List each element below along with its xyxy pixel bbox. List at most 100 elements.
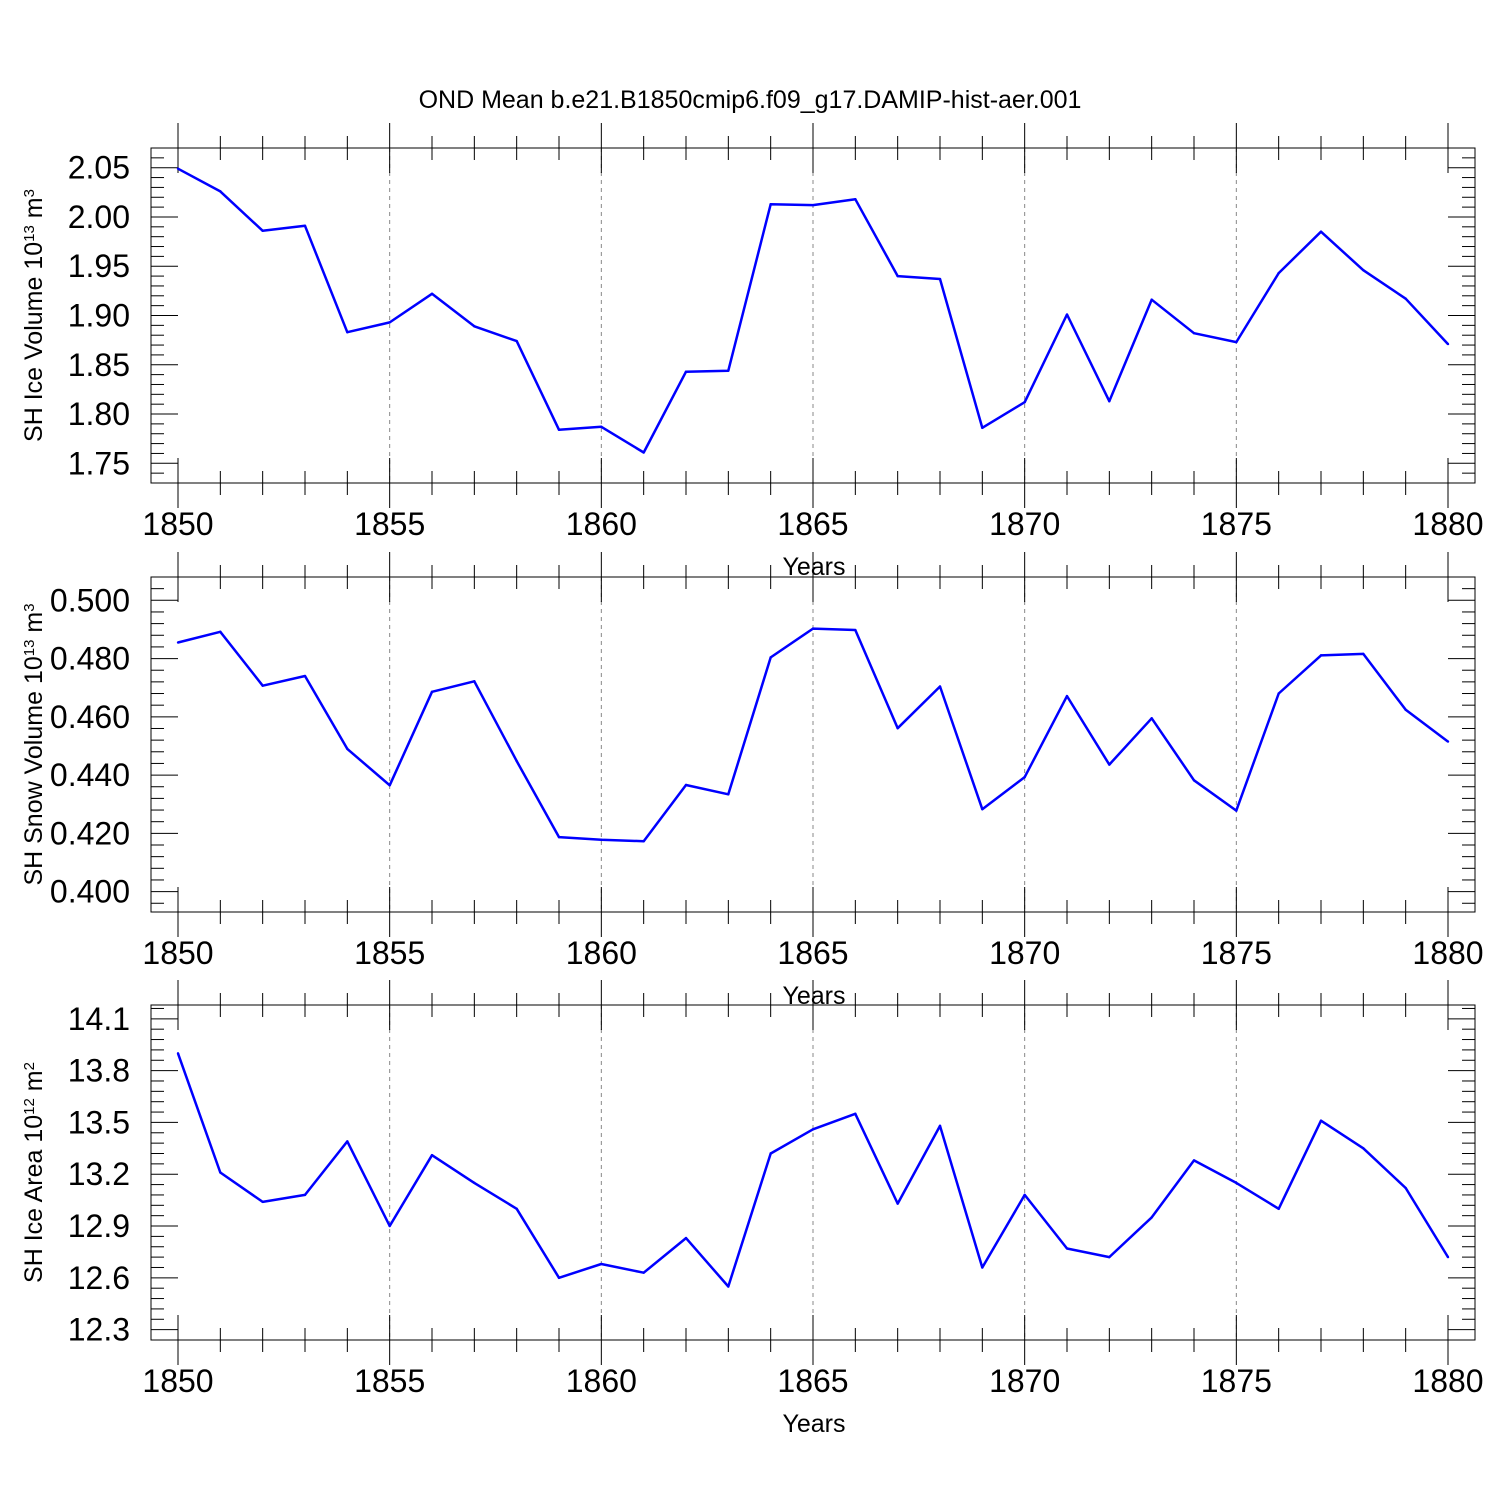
data-point xyxy=(557,835,561,839)
data-point xyxy=(1235,1181,1238,1185)
data-point xyxy=(219,1171,222,1174)
data-point xyxy=(1150,717,1153,720)
data-point xyxy=(1235,340,1238,344)
data-point xyxy=(515,339,518,343)
x-tick-label: 1850 xyxy=(142,506,213,542)
data-point xyxy=(938,685,942,688)
x-tick-label: 1855 xyxy=(354,1363,425,1399)
y-axis-title-unit: m xyxy=(20,1070,48,1098)
data-point xyxy=(938,277,942,281)
x-tick-label: 1860 xyxy=(566,506,637,542)
data-point xyxy=(346,1140,349,1143)
data-point xyxy=(1150,1216,1153,1219)
data-point xyxy=(1065,694,1069,698)
data-point xyxy=(1319,1119,1323,1122)
y-tick-label: 12.3 xyxy=(68,1312,130,1348)
data-point xyxy=(600,838,603,841)
y-tick-label: 0.420 xyxy=(50,815,130,851)
data-point xyxy=(684,370,688,373)
y-axis-title: SH Ice Area 1012 m2 xyxy=(20,1062,48,1283)
data-point xyxy=(1065,1247,1069,1250)
y-axis-title: SH Ice Volume 1013 m3 xyxy=(20,189,48,442)
y-tick-label: 13.8 xyxy=(68,1053,130,1089)
y-tick-label: 0.440 xyxy=(50,757,130,793)
data-point xyxy=(981,426,984,430)
data-point xyxy=(1108,1255,1111,1259)
y-axis-title-unit: m xyxy=(20,197,48,225)
y-axis-title-unit_exp: 3 xyxy=(21,603,38,611)
data-point xyxy=(1108,400,1111,403)
data-point xyxy=(896,726,899,730)
y-axis-title: SH Snow Volume 1013 m3 xyxy=(20,603,48,885)
data-point xyxy=(854,628,857,632)
data-point xyxy=(346,331,349,334)
y-tick-label: 0.500 xyxy=(50,582,130,618)
data-point xyxy=(1023,1193,1026,1197)
y-tick-label: 1.75 xyxy=(68,445,130,481)
data-point xyxy=(811,1128,815,1131)
data-point xyxy=(1150,298,1153,301)
x-tick-label: 1860 xyxy=(566,935,637,971)
x-tick-label: 1855 xyxy=(354,506,425,542)
data-point xyxy=(600,1262,603,1266)
data-point xyxy=(854,1112,857,1115)
data-point xyxy=(261,229,264,232)
data-point xyxy=(430,292,434,296)
data-point xyxy=(642,840,645,843)
data-point xyxy=(727,1285,730,1288)
data-point xyxy=(938,1124,942,1128)
y-tick-label: 0.400 xyxy=(50,874,130,910)
data-point xyxy=(388,784,391,787)
x-tick-label: 1865 xyxy=(777,506,848,542)
data-point xyxy=(727,369,730,372)
y-axis-title-unit: m xyxy=(20,612,48,640)
data-point xyxy=(1362,268,1365,272)
y-axis-title-base: SH Ice Volume 10 xyxy=(20,242,48,442)
data-point xyxy=(515,1207,518,1210)
x-axis-title: Years xyxy=(782,553,845,581)
y-tick-label: 0.460 xyxy=(50,699,130,735)
data-point xyxy=(388,1224,391,1228)
data-point xyxy=(303,674,307,678)
data-point xyxy=(1235,809,1238,812)
y-axis-title-unit_exp: 3 xyxy=(21,189,38,197)
data-point xyxy=(1362,1147,1365,1150)
data-point xyxy=(1446,342,1450,346)
y-axis-title-base: SH Snow Volume 10 xyxy=(20,656,48,885)
x-axis-title: Years xyxy=(782,1410,845,1438)
data-point xyxy=(1404,297,1407,300)
data-point xyxy=(1277,271,1280,275)
data-point xyxy=(1404,708,1407,712)
data-point xyxy=(1362,652,1365,656)
data-point xyxy=(896,274,899,278)
data-point xyxy=(1277,1207,1280,1210)
data-point xyxy=(642,451,645,454)
y-tick-label: 1.85 xyxy=(68,347,130,383)
data-point xyxy=(981,807,984,811)
data-point xyxy=(473,1181,476,1185)
data-point xyxy=(388,321,391,324)
x-tick-label: 1870 xyxy=(989,506,1060,542)
x-tick-label: 1860 xyxy=(566,1363,637,1399)
data-point xyxy=(769,1152,772,1155)
y-axis-title-unit_exp: 2 xyxy=(21,1062,38,1070)
data-point xyxy=(430,1154,434,1157)
data-point xyxy=(811,627,815,630)
data-point xyxy=(261,1200,264,1204)
x-tick-label: 1880 xyxy=(1412,1363,1483,1399)
x-tick-label: 1865 xyxy=(777,935,848,971)
y-axis-title-exp: 13 xyxy=(21,225,38,242)
data-point xyxy=(1319,654,1323,657)
data-point xyxy=(473,680,476,683)
x-axis-title: Years xyxy=(782,982,845,1010)
data-point xyxy=(1404,1186,1407,1190)
y-tick-label: 12.6 xyxy=(68,1260,130,1296)
y-tick-label: 2.05 xyxy=(68,150,130,186)
data-point xyxy=(219,630,222,633)
x-tick-label: 1870 xyxy=(989,1363,1060,1399)
x-tick-label: 1870 xyxy=(989,935,1060,971)
data-point xyxy=(769,656,772,659)
x-tick-label: 1875 xyxy=(1201,1363,1272,1399)
data-point xyxy=(1192,779,1196,782)
